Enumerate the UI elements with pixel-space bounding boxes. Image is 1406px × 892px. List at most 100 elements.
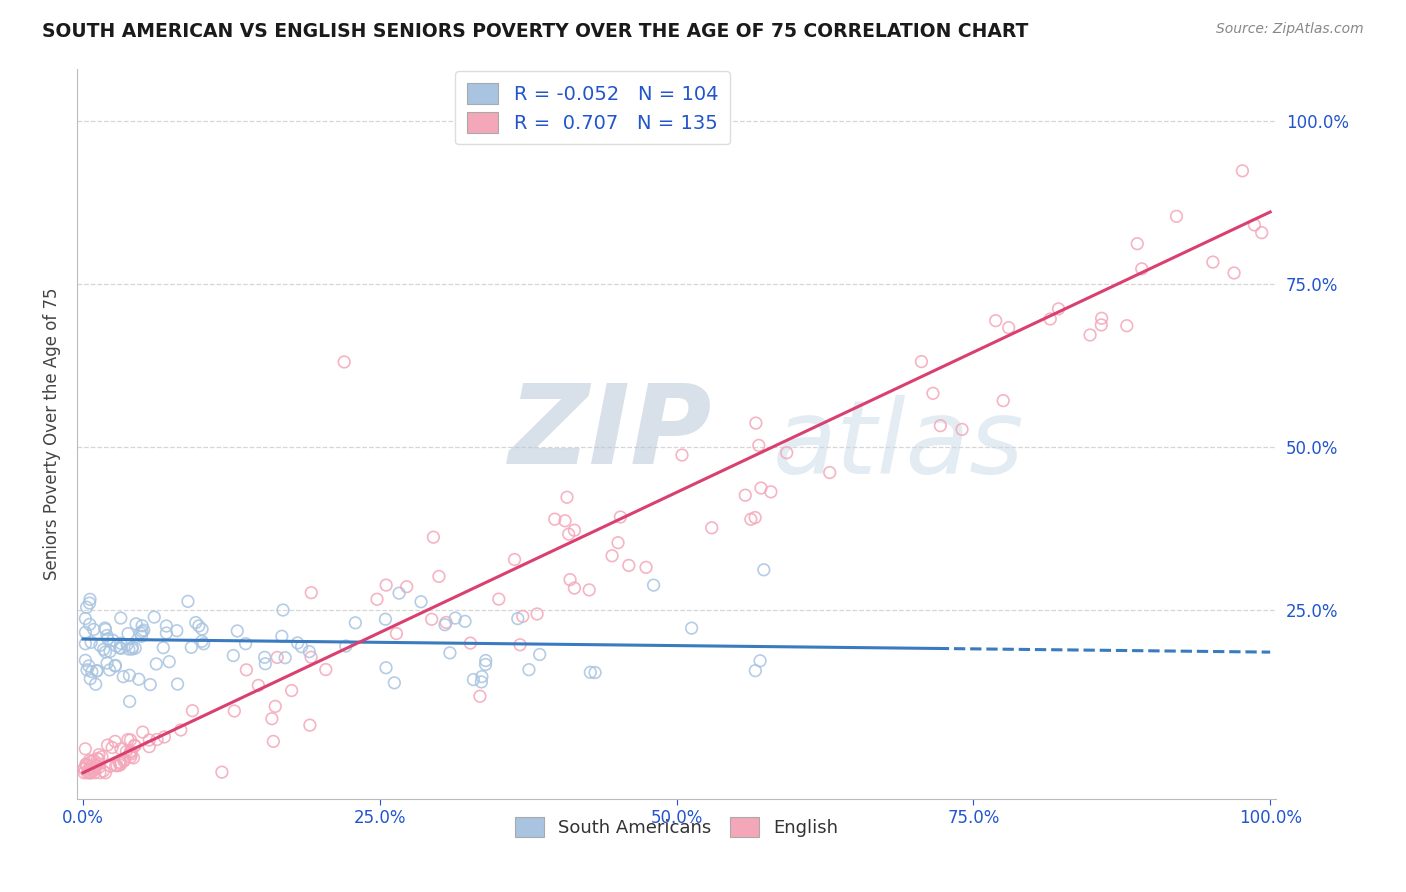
Point (607, 535, 630, 549)
Point (600, 549, 623, 563)
Point (125, 616, 148, 631)
Point (578, 582, 600, 597)
Point (700, 521, 723, 535)
Point (509, 638, 531, 652)
Point (101, 740, 124, 755)
Point (211, 765, 233, 780)
Point (100, 759, 122, 773)
Point (98, 663, 121, 677)
Point (468, 690, 491, 704)
Point (180, 640, 202, 655)
Point (143, 610, 166, 624)
Point (488, 592, 510, 607)
Point (270, 629, 292, 643)
Point (120, 750, 142, 764)
Point (86, 759, 108, 773)
Point (193, 637, 215, 651)
Point (110, 636, 132, 650)
Point (132, 624, 155, 638)
Point (444, 611, 467, 625)
Point (131, 725, 153, 739)
Point (617, 558, 640, 573)
Point (333, 355, 356, 369)
Point (315, 663, 337, 677)
Point (75, 611, 97, 625)
Point (89, 765, 111, 780)
Point (529, 648, 551, 662)
Point (512, 609, 534, 624)
Point (181, 704, 204, 718)
Point (131, 619, 153, 633)
Point (115, 745, 138, 759)
Point (544, 512, 567, 526)
Point (993, 393, 1015, 408)
Point (110, 742, 132, 756)
Point (470, 674, 492, 689)
Point (73, 762, 96, 776)
Point (91, 764, 114, 778)
Point (1202, 255, 1225, 269)
Point (235, 637, 257, 651)
Point (740, 512, 762, 526)
Point (759, 484, 782, 499)
Point (564, 581, 586, 595)
Point (110, 611, 132, 625)
Point (235, 663, 257, 677)
Point (76, 758, 98, 772)
Point (131, 624, 153, 639)
Point (166, 677, 188, 691)
Point (454, 615, 477, 629)
Point (554, 514, 576, 528)
Point (1091, 311, 1114, 326)
Point (104, 659, 127, 673)
Point (271, 603, 294, 617)
Point (335, 639, 357, 653)
Point (93, 642, 115, 657)
Point (75, 653, 97, 667)
Point (299, 650, 322, 665)
Point (280, 683, 302, 698)
Text: ZIP: ZIP (509, 380, 713, 487)
Point (177, 594, 200, 608)
Point (749, 654, 772, 668)
Point (1243, 218, 1265, 232)
Point (1047, 301, 1070, 316)
Point (253, 650, 276, 665)
Point (112, 754, 135, 768)
Point (290, 640, 312, 654)
Point (287, 636, 309, 650)
Point (97, 632, 120, 646)
Point (87, 752, 110, 766)
Point (86, 751, 108, 765)
Point (385, 626, 408, 640)
Point (76, 663, 98, 677)
Point (388, 586, 411, 600)
Legend: South Americans, English: South Americans, English (508, 810, 845, 845)
Point (997, 320, 1019, 334)
Point (79, 596, 101, 610)
Point (749, 481, 772, 495)
Point (129, 626, 152, 640)
Point (117, 626, 139, 640)
Y-axis label: Seniors Poverty Over the Age of 75: Seniors Poverty Over the Age of 75 (44, 287, 60, 580)
Point (89, 639, 111, 653)
Point (460, 636, 482, 650)
Point (155, 619, 177, 633)
Point (1115, 318, 1137, 333)
Point (274, 650, 297, 665)
Point (101, 633, 124, 648)
Point (83, 754, 105, 768)
Point (226, 624, 249, 638)
Point (191, 634, 214, 648)
Point (120, 746, 142, 760)
Point (98, 644, 121, 658)
Point (434, 615, 457, 630)
Point (564, 523, 586, 537)
Point (266, 650, 288, 665)
Point (557, 527, 579, 541)
Point (124, 739, 146, 753)
Point (262, 734, 284, 748)
Point (79, 592, 101, 607)
Point (558, 573, 581, 587)
Point (79, 765, 101, 780)
